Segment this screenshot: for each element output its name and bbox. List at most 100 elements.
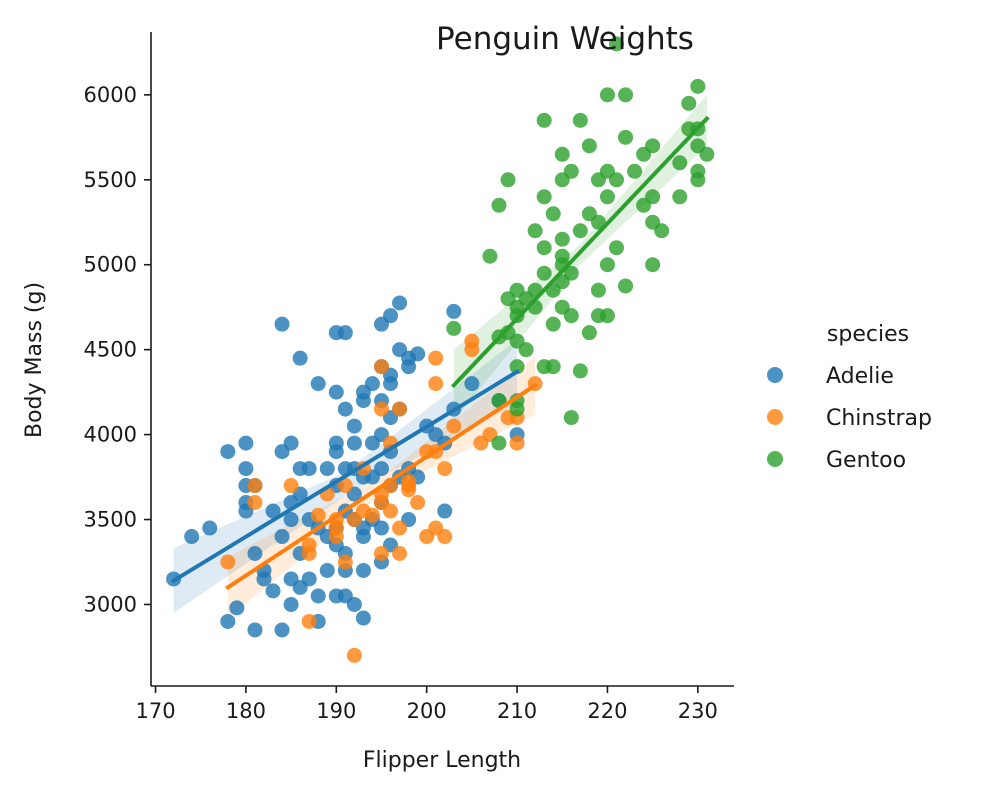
point-chinstrap xyxy=(401,482,417,498)
point-adelie xyxy=(364,376,380,392)
point-gentoo xyxy=(590,282,606,298)
point-gentoo xyxy=(536,240,552,256)
y-tick-label: 6000 xyxy=(84,83,137,107)
point-chinstrap xyxy=(301,537,317,553)
regression-line-adelie xyxy=(170,368,520,584)
point-adelie xyxy=(247,622,263,638)
x-tick-label: 170 xyxy=(135,699,175,723)
y-tick-label: 3000 xyxy=(84,592,137,616)
point-adelie xyxy=(319,562,335,578)
point-gentoo xyxy=(599,308,615,324)
point-chinstrap xyxy=(337,554,353,570)
point-adelie xyxy=(337,401,353,417)
point-gentoo xyxy=(654,223,670,239)
point-gentoo xyxy=(572,112,588,128)
point-adelie xyxy=(373,461,389,477)
point-adelie xyxy=(274,622,290,638)
point-chinstrap xyxy=(509,435,525,451)
point-adelie xyxy=(346,435,362,451)
point-chinstrap xyxy=(328,529,344,545)
point-chinstrap xyxy=(464,342,480,358)
point-gentoo xyxy=(572,223,588,239)
legend-marker-gentoo xyxy=(767,451,783,467)
point-adelie xyxy=(301,461,317,477)
x-tick-label: 230 xyxy=(678,699,718,723)
point-gentoo xyxy=(491,435,507,451)
point-adelie xyxy=(383,376,399,392)
x-tick-label: 200 xyxy=(407,699,447,723)
point-chinstrap xyxy=(383,503,399,519)
point-gentoo xyxy=(572,363,588,379)
x-axis-label: Flipper Length xyxy=(363,748,521,773)
legend: species Adelie Chinstrap Gentoo xyxy=(767,322,932,473)
point-chinstrap xyxy=(373,359,389,375)
point-gentoo xyxy=(446,320,462,336)
regression-lines xyxy=(170,115,710,591)
point-chinstrap xyxy=(337,478,353,494)
legend-label-gentoo: Gentoo xyxy=(826,448,906,473)
point-adelie xyxy=(184,529,200,545)
point-adelie xyxy=(265,503,281,519)
point-gentoo xyxy=(608,240,624,256)
point-adelie xyxy=(328,384,344,400)
x-tick-label: 210 xyxy=(497,699,537,723)
point-adelie xyxy=(274,316,290,332)
y-tick-label: 4000 xyxy=(84,423,137,447)
regression-line-gentoo xyxy=(450,115,710,389)
point-gentoo xyxy=(563,265,579,281)
point-gentoo xyxy=(554,248,570,264)
point-gentoo xyxy=(581,138,597,154)
point-gentoo xyxy=(645,138,661,154)
point-adelie xyxy=(464,376,480,392)
point-gentoo xyxy=(599,189,615,205)
point-gentoo xyxy=(645,189,661,205)
point-gentoo xyxy=(563,410,579,426)
point-gentoo xyxy=(536,112,552,128)
point-gentoo xyxy=(590,214,606,230)
point-adelie xyxy=(346,418,362,434)
point-adelie xyxy=(220,613,236,629)
point-adelie xyxy=(238,435,254,451)
point-adelie xyxy=(328,444,344,460)
point-gentoo xyxy=(527,223,543,239)
point-chinstrap xyxy=(428,350,444,366)
point-adelie xyxy=(337,325,353,341)
point-gentoo xyxy=(618,278,634,294)
point-chinstrap xyxy=(283,478,299,494)
point-adelie xyxy=(392,295,408,311)
point-chinstrap xyxy=(373,401,389,417)
point-adelie xyxy=(355,610,371,626)
point-adelie xyxy=(256,571,272,587)
point-chinstrap xyxy=(410,495,426,511)
point-gentoo xyxy=(690,78,706,94)
point-chinstrap xyxy=(392,546,408,562)
point-gentoo xyxy=(554,231,570,247)
point-adelie xyxy=(229,600,245,616)
point-chinstrap xyxy=(446,418,462,434)
point-gentoo xyxy=(563,308,579,324)
point-gentoo xyxy=(599,87,615,103)
point-adelie xyxy=(383,308,399,324)
point-gentoo xyxy=(491,197,507,213)
legend-marker-adelie xyxy=(767,367,783,383)
point-gentoo xyxy=(627,163,643,179)
point-gentoo xyxy=(554,146,570,162)
point-gentoo xyxy=(608,172,624,188)
x-tick-label: 220 xyxy=(587,699,627,723)
point-gentoo xyxy=(518,342,534,358)
point-chinstrap xyxy=(220,554,236,570)
point-chinstrap xyxy=(346,647,362,663)
point-gentoo xyxy=(608,36,624,52)
point-gentoo xyxy=(618,129,634,145)
point-gentoo xyxy=(482,248,498,264)
point-chinstrap xyxy=(437,461,453,477)
point-gentoo xyxy=(563,163,579,179)
point-gentoo xyxy=(581,325,597,341)
point-gentoo xyxy=(681,95,697,111)
point-adelie xyxy=(301,571,317,587)
point-adelie xyxy=(202,520,218,536)
point-gentoo xyxy=(545,316,561,332)
point-adelie xyxy=(283,435,299,451)
point-chinstrap xyxy=(364,507,380,523)
